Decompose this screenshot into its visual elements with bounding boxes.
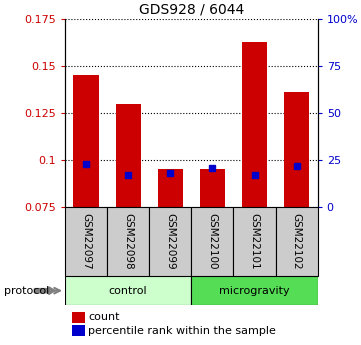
Text: GSM22101: GSM22101 [249,213,260,270]
Title: GDS928 / 6044: GDS928 / 6044 [139,2,244,17]
Bar [65,207,107,276]
Text: count: count [88,312,120,322]
Text: GSM22100: GSM22100 [207,213,217,270]
Bar [200,169,225,207]
Bar [234,207,275,276]
Text: control: control [109,286,147,296]
Bar [191,276,318,305]
Text: GSM22097: GSM22097 [81,213,91,270]
Bar [275,207,318,276]
Bar [65,276,191,305]
Bar [116,104,141,207]
Text: GSM22099: GSM22099 [165,213,175,270]
Bar [149,207,191,276]
Text: percentile rank within the sample: percentile rank within the sample [88,326,276,336]
Text: GSM22102: GSM22102 [292,213,302,270]
Text: protocol: protocol [4,286,49,296]
Bar [107,207,149,276]
Text: microgravity: microgravity [219,286,290,296]
Bar [242,41,267,207]
Bar [73,75,99,207]
Bar [158,169,183,207]
Text: GSM22098: GSM22098 [123,213,133,270]
Bar [284,92,309,207]
Bar [191,207,234,276]
